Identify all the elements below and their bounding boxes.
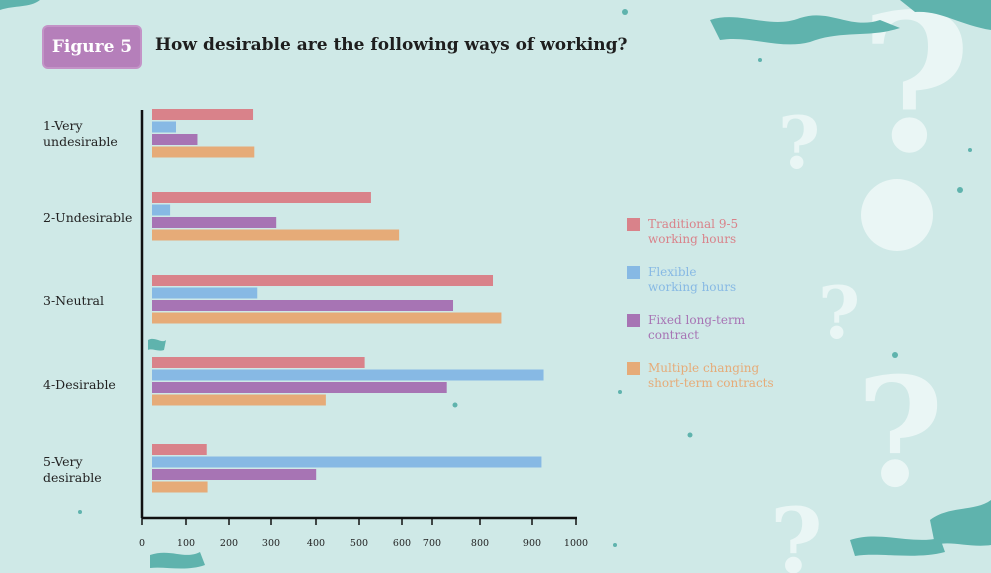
question-mark-icon: ? (856, 345, 944, 521)
x-tick-label: 200 (220, 538, 238, 549)
x-tick-label: 900 (523, 538, 541, 549)
question-mark-icon: ? (778, 100, 820, 185)
bar-3-series-4 (152, 312, 502, 324)
legend-swatch (627, 362, 640, 375)
bar-4-series-3 (152, 382, 447, 393)
splatter-dot (957, 187, 963, 193)
splatter-dot (618, 390, 622, 394)
splatter-dot (892, 352, 898, 358)
splatter-shape (900, 0, 991, 30)
legend-label: Flexible working hours (648, 265, 737, 294)
splatter-shape (150, 552, 205, 569)
bar-2-series-3 (152, 217, 277, 228)
x-tick-label: 500 (350, 538, 368, 549)
bar-1-series-4 (152, 146, 255, 158)
bar-4-series-4 (152, 394, 326, 406)
bars-group (152, 109, 544, 493)
bar-5-series-4 (152, 481, 208, 493)
legend-swatch (627, 314, 640, 327)
x-ticks-group: 0 100 200 300 400 500 600 700 800 900 1000 (139, 518, 588, 549)
splatter-dot (687, 432, 693, 438)
bar-2-series-4 (152, 229, 400, 241)
bar-5-series-3 (152, 469, 317, 480)
splatter-dot (613, 543, 617, 547)
splatter-shape (850, 536, 945, 556)
splatter-shape (930, 500, 991, 546)
bar-3-series-1 (152, 275, 494, 286)
x-tick-label: 400 (307, 538, 325, 549)
legend-swatch (627, 218, 640, 231)
splatter-shape (148, 338, 166, 351)
x-tick-label: 700 (423, 538, 441, 549)
legend-label: Fixed long-term contract (648, 313, 746, 342)
splatter-dot (758, 58, 762, 62)
legend-swatch (627, 266, 640, 279)
x-tick-label: 0 (139, 538, 145, 549)
question-mark-icon: ? (770, 488, 823, 573)
chart-title: How desirable are the following ways of … (155, 35, 628, 55)
splatter-dot (622, 9, 628, 15)
x-tick-label: 1000 (564, 538, 588, 549)
splatter-dot (78, 510, 82, 514)
dot-shape (861, 179, 933, 251)
question-mark-icon: ? (818, 270, 860, 355)
splatter-shape (710, 15, 900, 45)
bar-1-series-2 (152, 121, 176, 133)
x-tick-label: 600 (393, 538, 411, 549)
bar-4-series-2 (152, 369, 544, 381)
splatter-dot (452, 402, 458, 408)
bar-3-series-3 (152, 300, 454, 311)
category-label: 4-Desirable (43, 377, 116, 392)
bar-5-series-2 (152, 456, 542, 468)
bar-5-series-1 (152, 444, 207, 455)
category-label: 5-Very desirable (43, 454, 102, 485)
question-mark-decorations: ? ? ? ? ? (770, 0, 971, 573)
bar-1-series-1 (152, 109, 254, 120)
bar-3-series-2 (152, 287, 258, 299)
category-label: 3-Neutral (43, 293, 105, 308)
legend-label: Traditional 9-5 working hours (648, 217, 739, 246)
figure-badge: Figure 5 (44, 27, 140, 67)
splatter-dot (968, 148, 972, 152)
bar-1-series-3 (152, 134, 198, 145)
bar-4-series-1 (152, 357, 365, 368)
category-label: 2-Undesirable (43, 210, 133, 225)
x-tick-label: 100 (177, 538, 195, 549)
bar-2-series-1 (152, 192, 371, 203)
category-label: 1-Very undesirable (43, 118, 118, 149)
legend-label: Multiple changing short-term contracts (648, 361, 774, 390)
x-tick-label: 300 (262, 538, 280, 549)
x-tick-label: 800 (471, 538, 489, 549)
bar-2-series-2 (152, 204, 171, 216)
splatter-shape (0, 0, 40, 10)
